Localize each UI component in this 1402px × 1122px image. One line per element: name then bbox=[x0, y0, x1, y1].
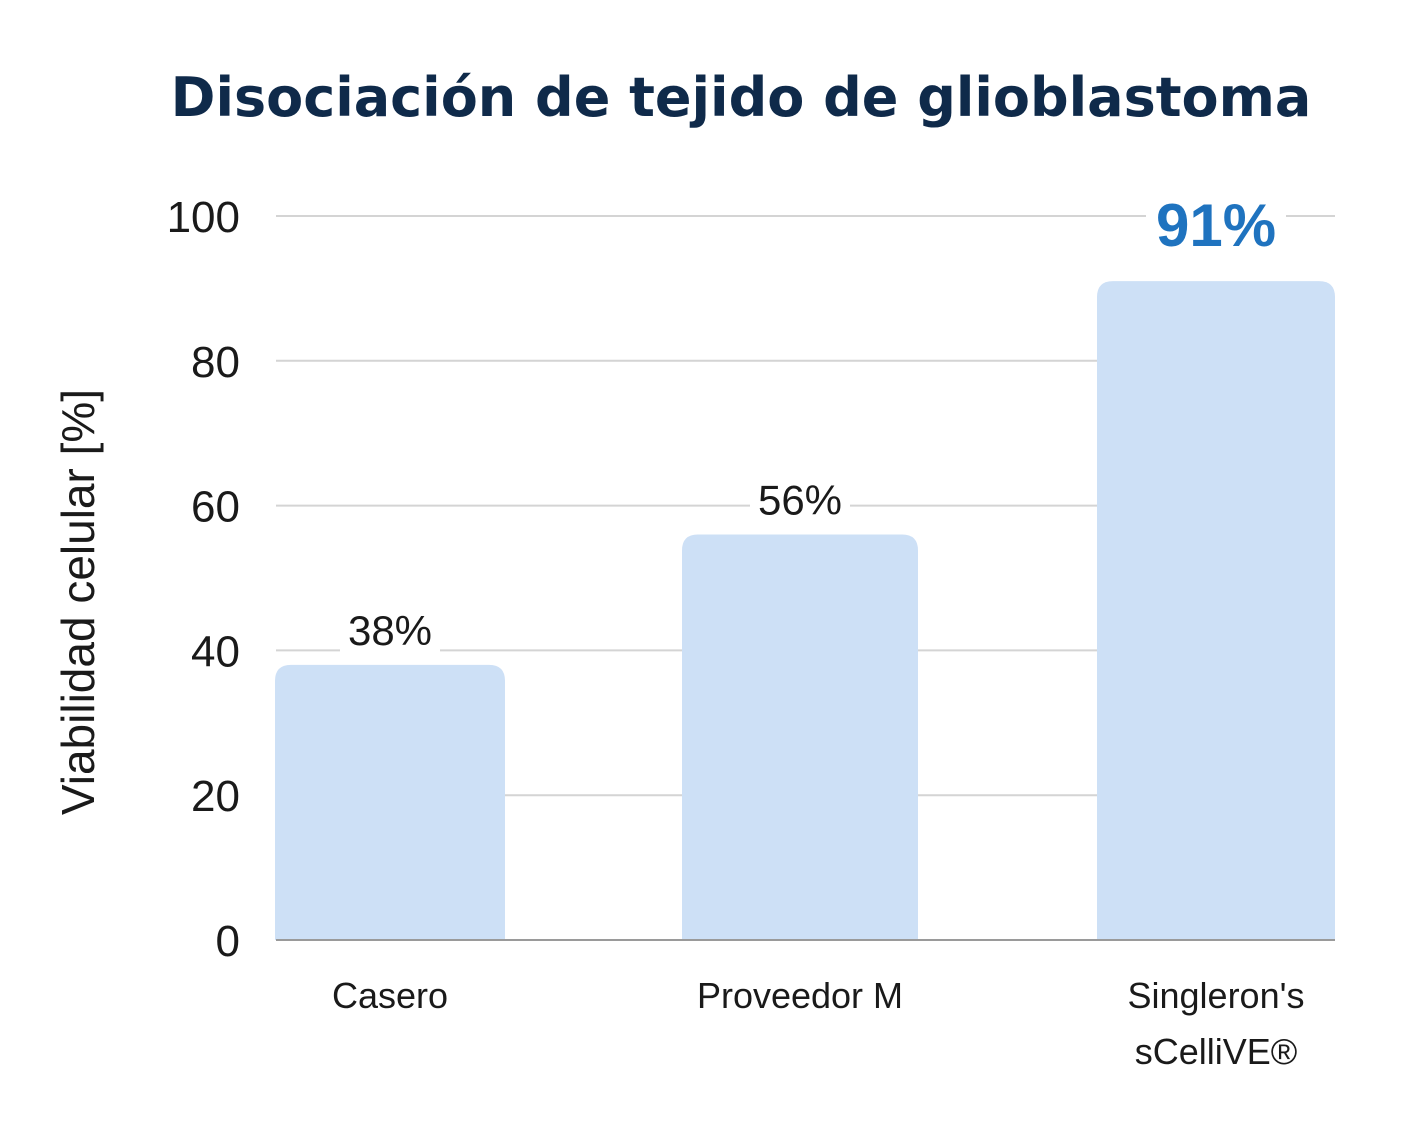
bar-2 bbox=[1097, 281, 1335, 940]
bar-0 bbox=[275, 664, 505, 940]
data-label-background bbox=[750, 474, 850, 529]
y-tick-label: 60 bbox=[191, 483, 240, 532]
y-tick-label: 40 bbox=[191, 627, 240, 676]
x-category-label: sCelliVE® bbox=[1135, 1031, 1298, 1072]
y-tick-label: 0 bbox=[216, 917, 240, 966]
y-axis-ticks: 0 20 40 60 80 100 bbox=[167, 193, 240, 966]
data-label-2: 91% bbox=[1156, 192, 1276, 259]
chart-title: Disociación de tejido de glioblastoma bbox=[171, 66, 1312, 129]
y-tick-label: 20 bbox=[191, 772, 240, 821]
y-tick-label: 100 bbox=[167, 193, 240, 242]
data-label-0: 38% bbox=[348, 607, 432, 654]
bar-1 bbox=[682, 534, 918, 940]
x-axis-categories: Casero Proveedor M Singleron's sCelliVE® bbox=[332, 975, 1305, 1072]
y-tick-label: 80 bbox=[191, 338, 240, 387]
y-axis-label: Viabilidad celular [%] bbox=[52, 389, 104, 815]
data-label-background bbox=[340, 604, 440, 659]
x-category-label: Casero bbox=[332, 975, 448, 1016]
bars bbox=[275, 281, 1335, 940]
x-category-label: Singleron's bbox=[1128, 975, 1305, 1016]
data-label-1: 56% bbox=[758, 477, 842, 524]
data-labels: 38% 56% 91% bbox=[340, 188, 1286, 659]
data-label-background bbox=[1146, 188, 1286, 258]
x-category-label: Proveedor M bbox=[697, 975, 903, 1016]
